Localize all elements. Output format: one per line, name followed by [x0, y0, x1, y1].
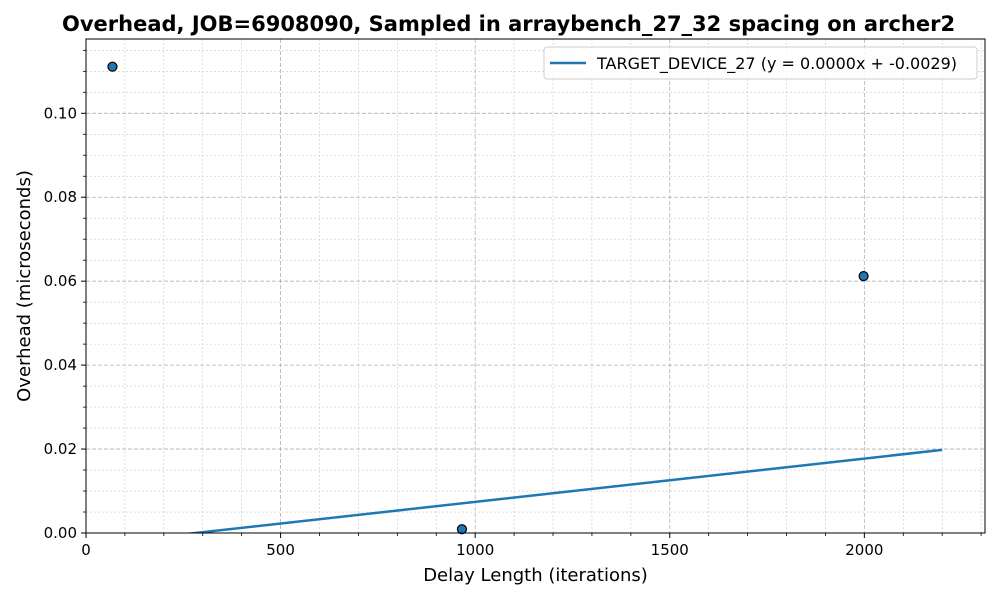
y-tick-label: 0.02 — [44, 440, 77, 458]
legend: TARGET_DEVICE_27 (y = 0.0000x + -0.0029) — [543, 46, 978, 80]
x-axis-label: Delay Length (iterations) — [423, 565, 648, 586]
fit-line — [184, 448, 943, 533]
scatter-point — [456, 524, 468, 535]
legend-box — [543, 46, 978, 80]
x-axis-ticks: 0 500 1000 1500 2000 — [81, 533, 982, 559]
chart-title: Overhead, JOB=6908090, Sampled in arrayb… — [62, 12, 955, 36]
x-tick-label: 500 — [266, 541, 295, 559]
y-axis-ticks: 0.00 0.02 0.04 0.06 0.08 0.10 — [44, 49, 86, 542]
y-tick-label: 0.08 — [44, 188, 77, 206]
grid-minor — [86, 39, 985, 533]
x-tick-label: 1500 — [651, 541, 689, 559]
y-axis-label: Overhead (microseconds) — [14, 170, 35, 402]
x-tick-label: 0 — [81, 541, 91, 559]
x-tick-label: 2000 — [845, 541, 883, 559]
y-tick-label: 0.10 — [44, 104, 77, 122]
y-tick-label: 0.00 — [44, 524, 77, 542]
scatter-point — [858, 271, 869, 282]
y-tick-label: 0.06 — [44, 272, 77, 290]
series-layer — [184, 448, 943, 533]
scatter-point — [107, 61, 118, 72]
y-tick-label: 0.04 — [44, 356, 77, 374]
points-layer — [107, 61, 869, 535]
legend-label: TARGET_DEVICE_27 (y = 0.0000x + -0.0029) — [596, 54, 957, 74]
x-tick-label: 1000 — [456, 541, 494, 559]
plot-frame — [85, 38, 986, 534]
